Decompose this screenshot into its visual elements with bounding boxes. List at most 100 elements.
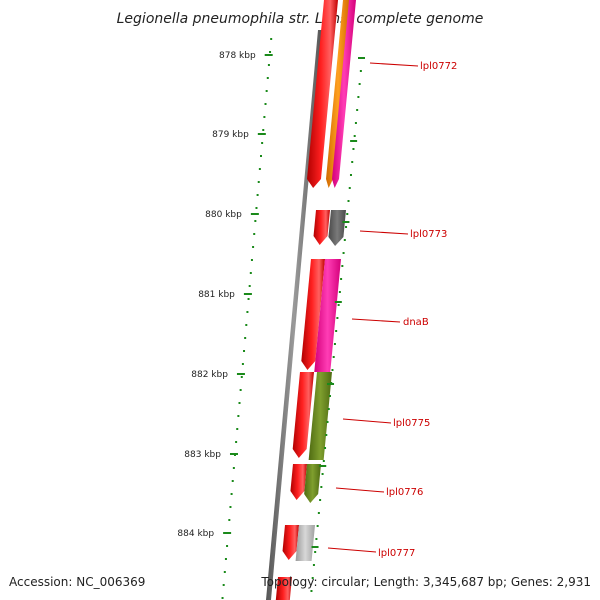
ruler-tick — [250, 213, 259, 215]
gene-leader-line — [327, 547, 377, 553]
track-dot — [346, 213, 349, 215]
gene-leader-line — [335, 487, 385, 493]
ruler-tick — [223, 532, 232, 534]
ruler-dot — [256, 194, 259, 196]
ruler-dot — [241, 363, 244, 365]
ruler-dot — [252, 246, 255, 248]
track-dot — [359, 70, 362, 72]
track-dot — [358, 83, 361, 85]
track-dot — [354, 122, 357, 124]
gene-arrow — [275, 577, 292, 600]
track-dot — [322, 460, 325, 462]
ruler-dot — [253, 233, 256, 235]
gene-leader-line — [351, 318, 401, 323]
track-dot — [340, 278, 343, 280]
gene-leader-line — [342, 418, 392, 424]
track-dot — [348, 187, 351, 189]
ruler-tick — [243, 293, 252, 295]
ruler-dot — [247, 298, 250, 300]
track-dot — [319, 499, 322, 501]
tick-label: 883 kbp — [184, 450, 221, 460]
ruler-dot — [226, 545, 229, 547]
ruler-dot — [262, 129, 265, 131]
track-dash — [319, 465, 327, 467]
ruler-tick — [236, 373, 245, 375]
track-dot — [331, 369, 334, 371]
track-dot — [326, 421, 329, 423]
feature-bar-green — [308, 372, 332, 460]
ruler-dot — [257, 181, 260, 183]
ruler-dot — [243, 350, 246, 352]
track-dot — [315, 538, 318, 540]
feature-bar-gray — [328, 210, 346, 246]
track-dash — [350, 140, 358, 142]
track-dot — [352, 148, 355, 150]
ruler-dot — [265, 90, 268, 92]
map-title: Legionella pneumophila str. Lens, comple… — [117, 11, 484, 27]
ruler-dot — [263, 116, 266, 118]
ruler-dot — [259, 155, 262, 157]
tick-label: 878 kbp — [219, 51, 256, 61]
ruler-dot — [254, 220, 257, 222]
track-dot — [316, 525, 319, 527]
ruler-dot — [270, 38, 273, 40]
track-dot — [311, 577, 314, 579]
gene-label[interactable]: lpl0773 — [410, 229, 447, 240]
track-dot — [347, 200, 350, 202]
track-dot — [336, 317, 339, 319]
gene-arrow — [292, 372, 314, 458]
feature-bar-orange — [325, 0, 350, 188]
track-dot — [325, 434, 328, 436]
ruler-dot — [239, 389, 242, 391]
gene-arrow — [306, 0, 338, 188]
ruler-dot — [249, 272, 252, 274]
ruler-dot — [221, 597, 224, 599]
ruler-dot — [244, 337, 247, 339]
ruler-dot — [266, 77, 269, 79]
ruler-dot — [255, 207, 258, 209]
ruler-tick — [229, 453, 238, 455]
track-dash — [342, 221, 350, 223]
ruler-dot — [230, 493, 233, 495]
gene-label[interactable]: dnaB — [403, 317, 429, 328]
ruler-dot — [232, 467, 235, 469]
gene-label[interactable]: lpl0777 — [378, 548, 415, 559]
ruler-dot — [269, 51, 272, 53]
track-dot — [324, 447, 327, 449]
track-dot — [343, 239, 346, 241]
track-dot — [342, 252, 345, 254]
gene-label[interactable]: lpl0772 — [420, 61, 457, 72]
ruler-dot — [264, 103, 267, 105]
track-dot — [321, 473, 324, 475]
track-dash — [311, 546, 319, 548]
feature-bar-light — [295, 525, 315, 561]
ruler-dot — [258, 168, 261, 170]
track-dot — [351, 161, 354, 163]
gene-labels: lpl0772 lpl0773 dnaB lpl0775 lpl0776 lpl0777 — [327, 61, 457, 559]
ruler-dot — [240, 376, 243, 378]
track-dot — [338, 291, 341, 293]
ruler-dot — [231, 480, 234, 482]
gene-arrow — [290, 464, 307, 500]
track-dot — [317, 512, 320, 514]
feature-bar-magenta — [314, 259, 341, 372]
ruler-dot — [222, 584, 225, 586]
ruler-dot — [238, 402, 241, 404]
ruler-dot — [236, 428, 239, 430]
feature-bar-magenta — [331, 0, 356, 188]
ruler-dot — [250, 259, 253, 261]
ruler-dot — [229, 506, 232, 508]
tick-label: 884 kbp — [177, 529, 214, 539]
track-dot — [328, 395, 331, 397]
track-dot — [330, 382, 333, 384]
track-dot — [335, 330, 338, 332]
gene-leader-line — [369, 62, 419, 67]
gene-label[interactable]: lpl0776 — [386, 487, 423, 498]
gene-label[interactable]: lpl0775 — [393, 418, 430, 429]
accession-text: Accession: NC_006369 — [9, 575, 145, 589]
scale-ruler: 878 kbp 879 kbp 880 kbp 881 kbp 882 kbp 883 k… — [177, 38, 273, 599]
gene-arrow — [313, 210, 330, 245]
ruler-dot — [267, 64, 270, 66]
